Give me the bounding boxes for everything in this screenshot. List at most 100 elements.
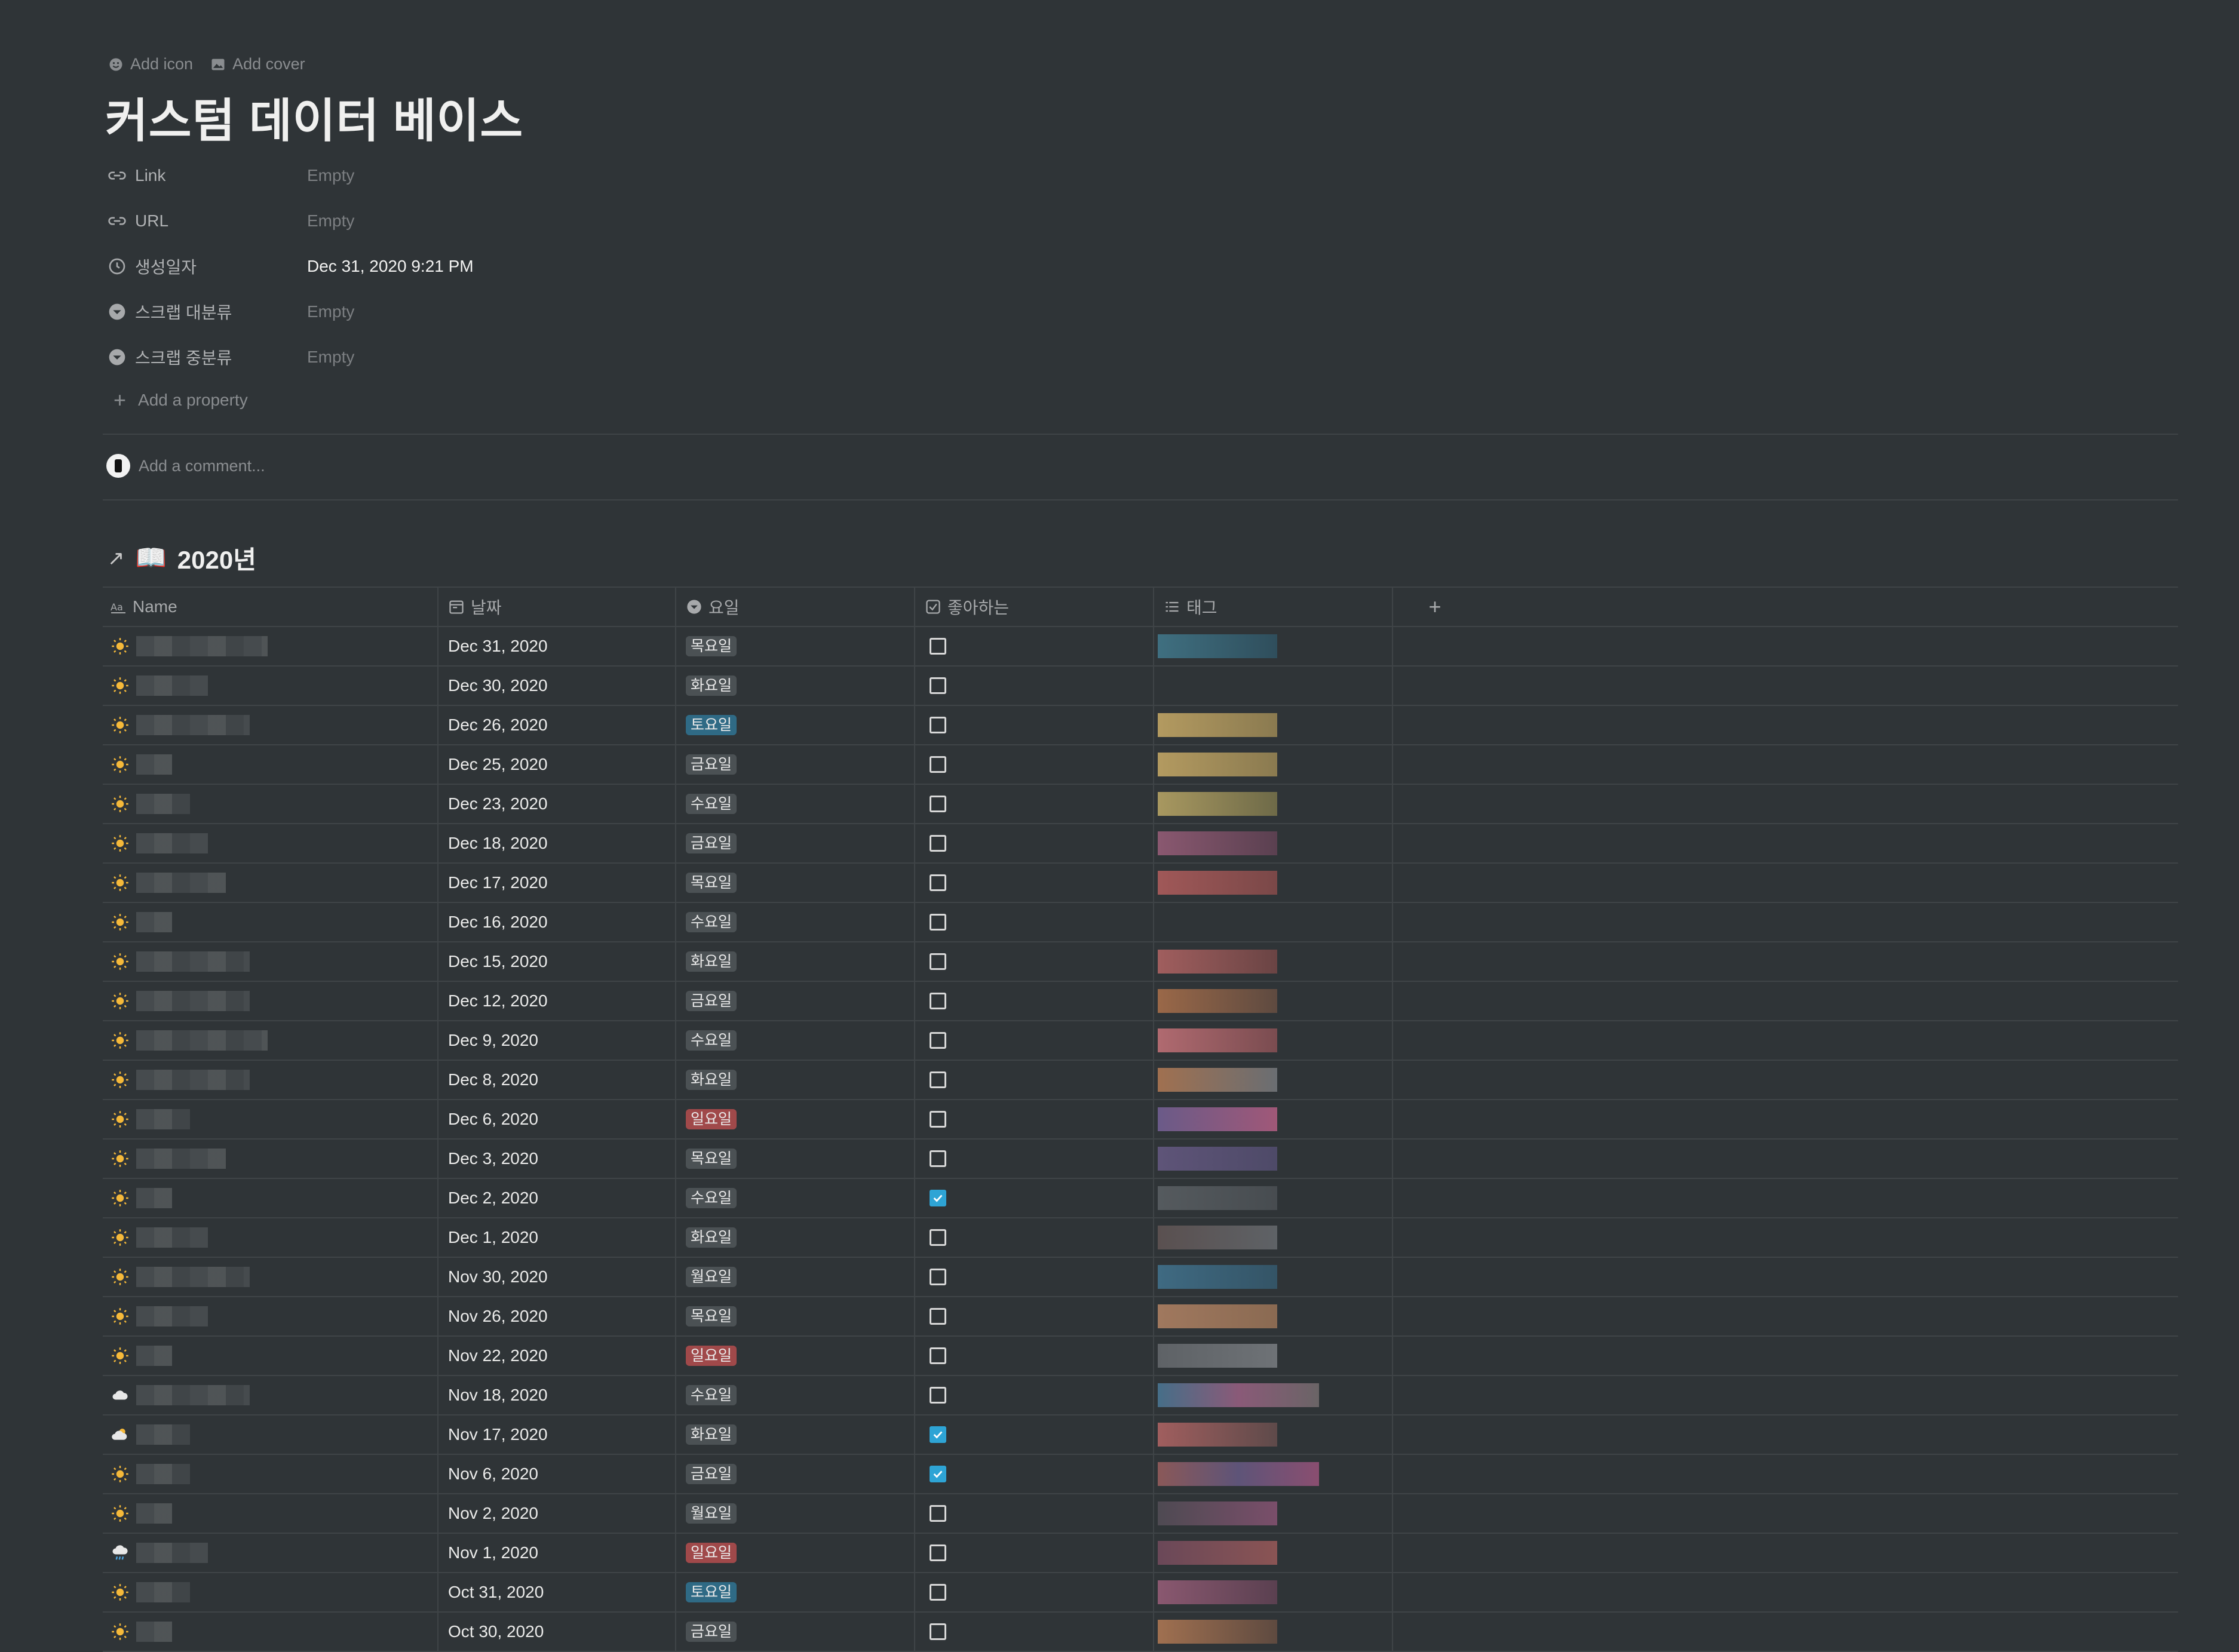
like-checkbox[interactable]	[930, 1032, 946, 1049]
table-row[interactable]: Dec 15, 2020 화요일	[103, 942, 2178, 982]
table-row[interactable]: Dec 16, 2020 수요일	[103, 903, 2178, 942]
like-checkbox[interactable]	[930, 1584, 946, 1601]
row-date-cell[interactable]: Nov 30, 2020	[437, 1258, 676, 1296]
like-checkbox[interactable]	[930, 1387, 946, 1404]
like-checkbox[interactable]	[930, 1111, 946, 1128]
table-row[interactable]: Dec 8, 2020 화요일	[103, 1061, 2178, 1100]
row-name-cell[interactable]	[103, 1021, 437, 1060]
table-row[interactable]: Dec 1, 2020 화요일	[103, 1218, 2178, 1258]
like-checkbox[interactable]	[930, 1505, 946, 1522]
like-checkbox[interactable]	[930, 1269, 946, 1285]
property-name[interactable]: 생성일자	[108, 254, 307, 278]
row-day-cell[interactable]: 일요일	[676, 1100, 915, 1138]
row-day-cell[interactable]: 화요일	[676, 1218, 915, 1257]
table-row[interactable]: Dec 9, 2020 수요일	[103, 1021, 2178, 1061]
table-row[interactable]: Dec 12, 2020 금요일	[103, 982, 2178, 1021]
row-day-cell[interactable]: 수요일	[676, 1021, 915, 1060]
row-date-cell[interactable]: Dec 2, 2020	[437, 1179, 676, 1217]
like-checkbox[interactable]	[930, 835, 946, 852]
row-date-cell[interactable]: Dec 23, 2020	[437, 785, 676, 823]
table-row[interactable]: Dec 6, 2020 일요일	[103, 1100, 2178, 1140]
property-row[interactable]: Link Empty	[108, 153, 2139, 198]
row-day-cell[interactable]: 금요일	[676, 982, 915, 1020]
property-value[interactable]: Empty	[307, 166, 355, 185]
like-checkbox[interactable]	[930, 756, 946, 773]
table-row[interactable]: Dec 23, 2020 수요일	[103, 785, 2178, 824]
row-name-cell[interactable]	[103, 785, 437, 823]
row-date-cell[interactable]: Dec 17, 2020	[437, 864, 676, 902]
row-date-cell[interactable]: Oct 30, 2020	[437, 1613, 676, 1651]
property-value[interactable]: Empty	[307, 211, 355, 230]
row-tag-cell[interactable]	[1154, 1061, 1393, 1099]
row-date-cell[interactable]: Oct 31, 2020	[437, 1573, 676, 1611]
row-name-cell[interactable]	[103, 903, 437, 941]
column-header-date[interactable]: 날짜	[437, 588, 676, 626]
table-row[interactable]: Nov 30, 2020 월요일	[103, 1258, 2178, 1297]
row-day-cell[interactable]: 목요일	[676, 1297, 915, 1335]
row-name-cell[interactable]	[103, 1258, 437, 1296]
row-tag-cell[interactable]	[1154, 903, 1393, 941]
row-date-cell[interactable]: Dec 31, 2020	[437, 627, 676, 665]
row-day-cell[interactable]: 화요일	[676, 1061, 915, 1099]
row-day-cell[interactable]: 금요일	[676, 824, 915, 862]
table-row[interactable]: Dec 17, 2020 목요일	[103, 864, 2178, 903]
row-date-cell[interactable]: Dec 6, 2020	[437, 1100, 676, 1138]
row-date-cell[interactable]: Nov 2, 2020	[437, 1494, 676, 1533]
open-arrow-icon[interactable]: ↗	[108, 546, 125, 570]
row-name-cell[interactable]	[103, 1337, 437, 1375]
property-name[interactable]: 스크랩 대분류	[108, 300, 307, 324]
page-title[interactable]: 커스텀 데이터 베이스	[105, 94, 524, 147]
like-checkbox[interactable]	[930, 993, 946, 1009]
like-checkbox[interactable]	[930, 953, 946, 970]
add-icon-button[interactable]: Add icon	[108, 55, 193, 73]
add-column-button[interactable]: +	[1428, 594, 1441, 619]
row-date-cell[interactable]: Dec 3, 2020	[437, 1140, 676, 1178]
row-tag-cell[interactable]	[1154, 667, 1393, 705]
table-row[interactable]: Dec 3, 2020 목요일	[103, 1140, 2178, 1179]
row-day-cell[interactable]: 토요일	[676, 706, 915, 744]
row-tag-cell[interactable]	[1154, 1140, 1393, 1178]
row-name-cell[interactable]	[103, 982, 437, 1020]
table-row[interactable]: Nov 17, 2020 화요일	[103, 1415, 2178, 1455]
row-name-cell[interactable]	[103, 1494, 437, 1533]
row-name-cell[interactable]	[103, 1218, 437, 1257]
row-tag-cell[interactable]	[1154, 864, 1393, 902]
table-row[interactable]: Nov 26, 2020 목요일	[103, 1297, 2178, 1337]
like-checkbox[interactable]	[930, 1190, 946, 1206]
row-name-cell[interactable]	[103, 824, 437, 862]
row-date-cell[interactable]: Nov 17, 2020	[437, 1415, 676, 1454]
like-checkbox[interactable]	[930, 1466, 946, 1482]
row-day-cell[interactable]: 목요일	[676, 1140, 915, 1178]
like-checkbox[interactable]	[930, 914, 946, 931]
row-day-cell[interactable]: 일요일	[676, 1337, 915, 1375]
row-date-cell[interactable]: Dec 15, 2020	[437, 942, 676, 981]
row-date-cell[interactable]: Dec 30, 2020	[437, 667, 676, 705]
row-tag-cell[interactable]	[1154, 1415, 1393, 1454]
table-row[interactable]: Oct 30, 2020 금요일	[103, 1613, 2178, 1652]
row-date-cell[interactable]: Dec 1, 2020	[437, 1218, 676, 1257]
row-tag-cell[interactable]	[1154, 1297, 1393, 1335]
table-row[interactable]: Dec 26, 2020 토요일	[103, 706, 2178, 745]
property-value[interactable]: Dec 31, 2020 9:21 PM	[307, 257, 474, 275]
table-row[interactable]: Dec 2, 2020 수요일	[103, 1179, 2178, 1218]
property-row[interactable]: URL Empty	[108, 198, 2139, 244]
like-checkbox[interactable]	[930, 1623, 946, 1640]
like-checkbox[interactable]	[930, 1347, 946, 1364]
row-tag-cell[interactable]	[1154, 1534, 1393, 1572]
like-checkbox[interactable]	[930, 1426, 946, 1443]
like-checkbox[interactable]	[930, 717, 946, 733]
row-tag-cell[interactable]	[1154, 1021, 1393, 1060]
like-checkbox[interactable]	[930, 1071, 946, 1088]
row-tag-cell[interactable]	[1154, 1376, 1393, 1414]
row-name-cell[interactable]	[103, 627, 437, 665]
like-checkbox[interactable]	[930, 1308, 946, 1325]
like-checkbox[interactable]	[930, 796, 946, 812]
row-day-cell[interactable]: 목요일	[676, 864, 915, 902]
row-name-cell[interactable]	[103, 1100, 437, 1138]
row-day-cell[interactable]: 토요일	[676, 1573, 915, 1611]
property-name[interactable]: URL	[108, 211, 307, 231]
row-tag-cell[interactable]	[1154, 1218, 1393, 1257]
property-value[interactable]: Empty	[307, 302, 355, 321]
row-tag-cell[interactable]	[1154, 982, 1393, 1020]
row-name-cell[interactable]	[103, 1455, 437, 1493]
